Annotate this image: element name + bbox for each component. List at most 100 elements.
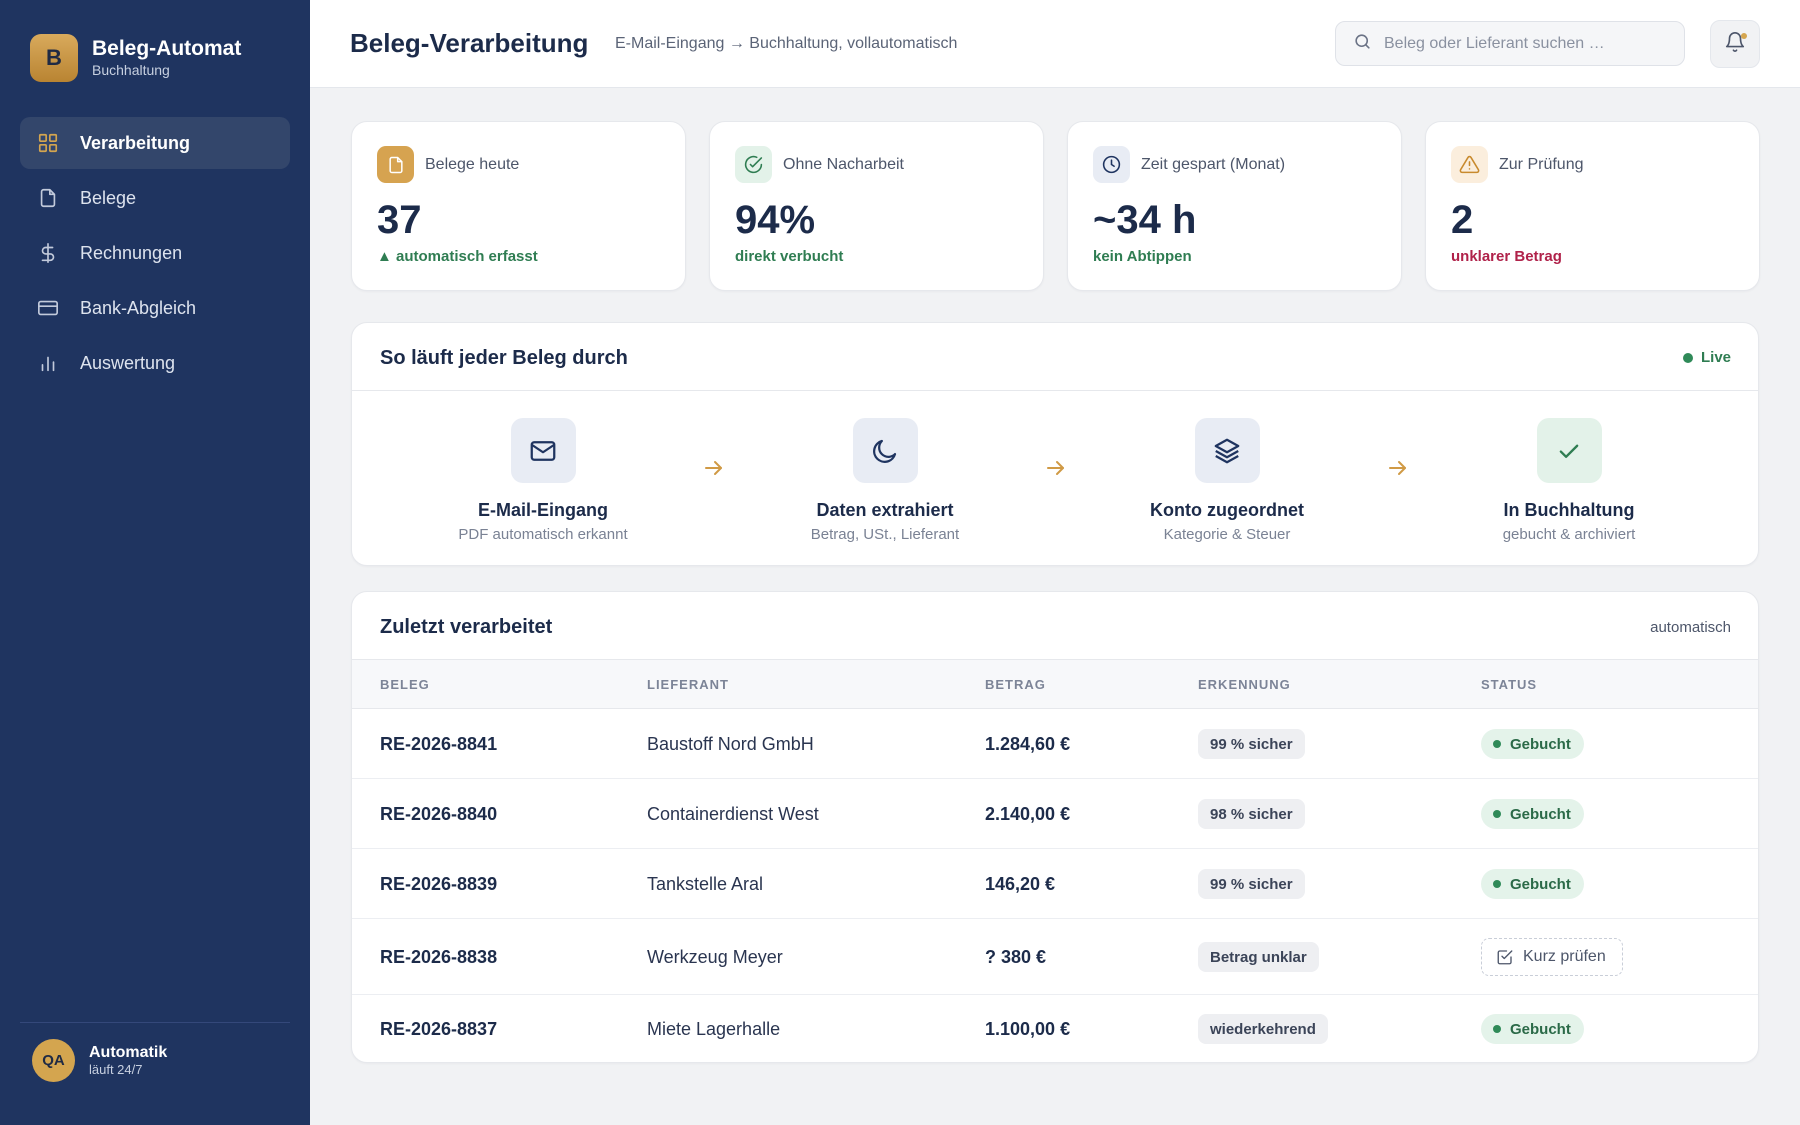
automation-status[interactable]: QA Automatik läuft 24/7 bbox=[20, 1022, 290, 1082]
supplier-name: Baustoff Nord GmbH bbox=[647, 734, 814, 754]
table-row[interactable]: RE-2026-8839 Tankstelle Aral 146,20 € 99… bbox=[352, 849, 1758, 919]
sidebar-item-label: Bank-Abgleich bbox=[80, 297, 197, 318]
search-box[interactable] bbox=[1335, 21, 1685, 66]
document-id[interactable]: RE-2026-8839 bbox=[380, 874, 498, 894]
credit-card-icon bbox=[36, 296, 60, 320]
automation-name: Automatik bbox=[89, 1044, 168, 1061]
amount: 146,20 € bbox=[985, 874, 1056, 894]
sidebar-item-belege[interactable]: Belege bbox=[20, 172, 290, 224]
step-subtitle: gebucht & archiviert bbox=[1502, 526, 1636, 543]
brand[interactable]: B Beleg-Automat Buchhaltung bbox=[30, 34, 241, 82]
sidebar-item-verarbeitung[interactable]: Verarbeitung bbox=[20, 117, 290, 169]
column-header-beleg[interactable]: BELEG bbox=[380, 677, 430, 692]
flow-step-account: Konto zugeordnet Kategorie & Steuer bbox=[1102, 418, 1352, 543]
review-button[interactable]: Kurz prüfen bbox=[1481, 938, 1623, 976]
status-dot bbox=[1493, 810, 1501, 818]
step-subtitle: Kategorie & Steuer bbox=[1163, 526, 1291, 543]
status-label: Gebucht bbox=[1510, 805, 1571, 823]
status-dot bbox=[1493, 880, 1501, 888]
sidebar-item-auswertung[interactable]: Auswertung bbox=[20, 337, 290, 389]
recognition-badge: Betrag unklar bbox=[1198, 942, 1319, 972]
page-title: Beleg-Verarbeitung bbox=[350, 28, 589, 58]
sidebar-item-label: Belege bbox=[80, 187, 137, 208]
step-title: Konto zugeordnet bbox=[1150, 500, 1304, 520]
status-badge: Gebucht bbox=[1481, 799, 1584, 829]
status-badge: Gebucht bbox=[1481, 729, 1584, 759]
amount: 1.284,60 € bbox=[985, 734, 1071, 754]
table-meta: automatisch bbox=[1650, 619, 1731, 636]
column-header-erkennung[interactable]: ERKENNUNG bbox=[1198, 677, 1291, 692]
grid-icon bbox=[36, 131, 60, 155]
bar-chart-icon bbox=[36, 351, 60, 375]
recent-documents-table: Zuletzt verarbeitet automatisch BELEG LI… bbox=[351, 591, 1759, 1063]
document-icon bbox=[36, 186, 60, 210]
layers-icon bbox=[1194, 418, 1260, 483]
recognition-badge: 99 % sicher bbox=[1198, 729, 1305, 759]
brand-title: Beleg-Automat bbox=[92, 37, 242, 60]
stat-value: 2 bbox=[1451, 198, 1474, 242]
stat-card-zeit-gespart: Zeit gespart (Monat) ~34 h kein Abtippen bbox=[1067, 121, 1402, 291]
moon-icon bbox=[852, 418, 918, 483]
stat-note: direkt verbucht bbox=[735, 248, 844, 265]
warning-icon bbox=[1451, 146, 1488, 183]
column-header-lieferant[interactable]: LIEFERANT bbox=[647, 677, 729, 692]
table-row[interactable]: RE-2026-8838 Werkzeug Meyer ? 380 € Betr… bbox=[352, 919, 1758, 995]
stat-note: ▲ automatisch erfasst bbox=[377, 248, 538, 265]
amount: 2.140,00 € bbox=[985, 804, 1071, 824]
step-title: Daten extrahiert bbox=[816, 500, 954, 520]
arrow-right-icon bbox=[1047, 461, 1064, 475]
status-label: Gebucht bbox=[1510, 1020, 1571, 1038]
notifications-button[interactable] bbox=[1710, 20, 1760, 68]
document-id[interactable]: RE-2026-8840 bbox=[380, 804, 498, 824]
section-title: So läuft jeder Beleg durch bbox=[380, 347, 628, 369]
status-badge: Gebucht bbox=[1481, 1014, 1584, 1044]
supplier-name: Tankstelle Aral bbox=[647, 874, 764, 894]
sidebar-item-label: Verarbeitung bbox=[80, 132, 191, 153]
live-indicator: Live bbox=[1682, 349, 1731, 366]
notification-badge bbox=[1741, 33, 1747, 39]
live-dot bbox=[1682, 352, 1693, 363]
flow-step-email: E-Mail-Eingang PDF automatisch erkannt bbox=[418, 418, 668, 543]
sidebar-item-label: Auswertung bbox=[80, 352, 176, 373]
page-subtitle: E-Mail-Eingang → Buchhaltung, vollautoma… bbox=[615, 35, 958, 52]
recognition-badge: 99 % sicher bbox=[1198, 869, 1305, 899]
column-header-betrag[interactable]: BETRAG bbox=[985, 677, 1046, 692]
search-input[interactable] bbox=[1384, 34, 1664, 53]
status-label: Gebucht bbox=[1510, 735, 1571, 753]
stat-value: ~34 h bbox=[1093, 198, 1197, 242]
table-row[interactable]: RE-2026-8841 Baustoff Nord GmbH 1.284,60… bbox=[352, 709, 1758, 779]
document-icon bbox=[377, 146, 414, 183]
stat-card-belege-heute: Belege heute 37 ▲ automatisch erfasst bbox=[351, 121, 686, 291]
live-label: Live bbox=[1700, 349, 1731, 366]
dollar-icon bbox=[36, 241, 60, 265]
check-circle-icon bbox=[735, 146, 772, 183]
status-badge: Gebucht bbox=[1481, 869, 1584, 899]
stat-label: Zeit gespart (Monat) bbox=[1141, 155, 1286, 173]
section-title: Zuletzt verarbeitet bbox=[380, 616, 553, 638]
stat-label: Ohne Nacharbeit bbox=[783, 155, 904, 173]
sidebar-item-rechnungen[interactable]: Rechnungen bbox=[20, 227, 290, 279]
document-id[interactable]: RE-2026-8841 bbox=[380, 734, 498, 754]
divider bbox=[352, 390, 1758, 391]
stat-label: Zur Prüfung bbox=[1499, 155, 1584, 173]
sidebar-item-bank-abgleich[interactable]: Bank-Abgleich bbox=[20, 282, 290, 334]
stat-value: 37 bbox=[377, 198, 422, 242]
arrow-right-icon bbox=[705, 461, 722, 475]
avatar: QA bbox=[32, 1039, 75, 1082]
brand-logo: B bbox=[30, 34, 78, 82]
clock-icon bbox=[1093, 146, 1130, 183]
status-dot bbox=[1493, 1025, 1501, 1033]
document-id[interactable]: RE-2026-8838 bbox=[380, 947, 498, 967]
sidebar-item-label: Rechnungen bbox=[80, 242, 183, 263]
stat-card-zur-pruefung: Zur Prüfung 2 unklarer Betrag bbox=[1425, 121, 1760, 291]
mail-icon bbox=[510, 418, 576, 483]
step-subtitle: PDF automatisch erkannt bbox=[458, 526, 628, 543]
table-row[interactable]: RE-2026-8837 Miete Lagerhalle 1.100,00 €… bbox=[352, 995, 1758, 1062]
flow-step-extract: Daten extrahiert Betrag, USt., Lieferant bbox=[760, 418, 1010, 543]
recognition-badge: 98 % sicher bbox=[1198, 799, 1305, 829]
recognition-badge: wiederkehrend bbox=[1198, 1014, 1328, 1044]
document-id[interactable]: RE-2026-8837 bbox=[380, 1019, 498, 1039]
column-header-status[interactable]: STATUS bbox=[1481, 677, 1538, 692]
table-row[interactable]: RE-2026-8840 Containerdienst West 2.140,… bbox=[352, 779, 1758, 849]
stat-value: 94% bbox=[735, 198, 816, 242]
